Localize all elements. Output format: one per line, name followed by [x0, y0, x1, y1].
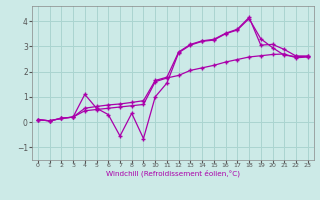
X-axis label: Windchill (Refroidissement éolien,°C): Windchill (Refroidissement éolien,°C) [106, 170, 240, 177]
